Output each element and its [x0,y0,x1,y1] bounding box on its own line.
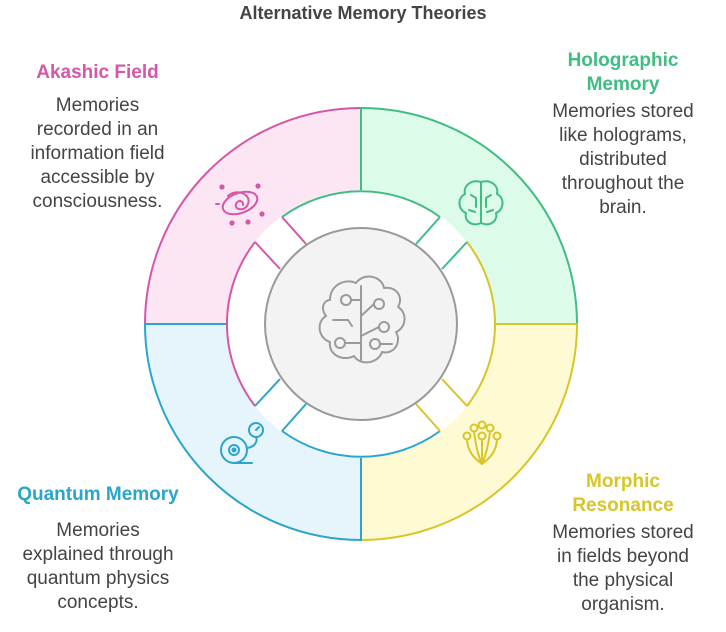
inner-ring-arcs [226,190,496,458]
desc-line: accessible by [40,167,155,188]
diagram-title: Alternative Memory Theories [239,3,487,23]
desc-line: explained through [22,544,174,565]
akashic-inner-arc [226,241,256,407]
desc-line: the physical [572,570,674,591]
akashic-field-description: Memories recorded in an information fiel… [15,94,180,214]
holographic-memory-block: Holographic Memory Memories stored like … [538,49,708,220]
desc-line: Memories [55,95,140,116]
galaxy-icon [215,183,265,226]
desc-line: brain. [599,197,647,218]
quantum-orbit-icon [220,422,264,464]
desc-line: Memories stored [552,522,694,543]
heading-line: Memory [586,74,660,95]
desc-line: consciousness. [32,191,163,212]
morphic-resonance-description: Memories stored in fields beyond the phy… [538,521,708,617]
desc-line: recorded in an [36,119,159,140]
heading-line: Morphic [586,471,660,492]
desc-line: throughout the [561,173,685,194]
desc-line: Memories stored [552,101,694,122]
brain-icon [458,180,504,226]
desc-line: in fields beyond [556,546,690,567]
resonance-network-icon [462,420,502,465]
heading-line: Resonance [572,495,674,516]
desc-line: information field [30,143,165,164]
morphic-resonance-block: Morphic Resonance Memories stored in fie… [538,470,708,617]
ring-connectors [254,216,468,432]
brain-circuit-icon [318,275,406,364]
desc-line: concepts. [57,592,139,613]
quantum-memory-block: Quantum Memory Memories explained throug… [8,483,188,615]
morphic-resonance-heading: Morphic Resonance [538,470,708,518]
desc-line: Memories [56,520,140,541]
akashic-field-block: Akashic Field Memories recorded in an in… [15,61,180,214]
desc-line: quantum physics [26,568,170,589]
akashic-field-heading: Akashic Field [36,62,159,83]
quantum-inner-arc [281,430,441,458]
desc-line: organism. [581,594,665,615]
quantum-memory-heading: Quantum Memory [17,484,179,505]
quantum-memory-description: Memories explained through quantum physi… [8,519,188,615]
heading-line: Holographic [567,50,679,71]
desc-line: like holograms, [559,125,687,146]
holographic-memory-heading: Holographic Memory [538,49,708,97]
holographic-inner-arc [281,190,441,218]
holographic-memory-description: Memories stored like holograms, distribu… [538,100,708,220]
morphic-inner-arc [466,241,496,407]
desc-line: distributed [579,149,667,170]
